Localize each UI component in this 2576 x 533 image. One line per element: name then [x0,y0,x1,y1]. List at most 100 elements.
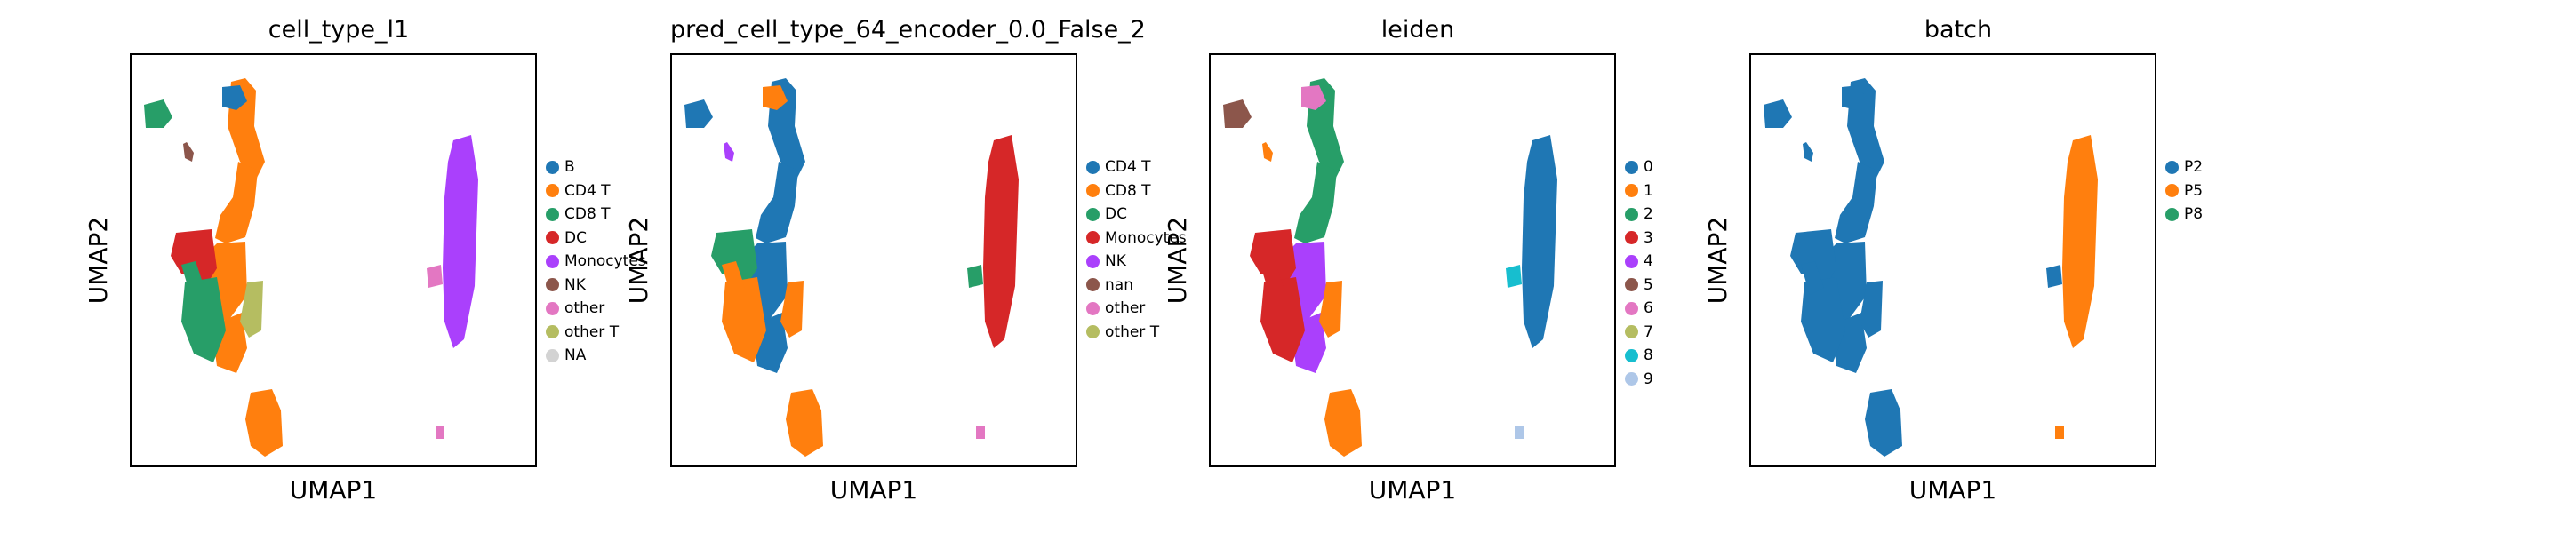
legend-label: other [1105,299,1146,318]
panel-title: leiden [1380,16,1455,44]
cluster-blob [786,389,823,457]
legend-label: 2 [1644,205,1653,224]
cluster-blob [171,229,217,282]
legend-label: other T [1105,322,1160,341]
legend-entry: 8 [1625,344,1653,368]
legend-label: NA [564,346,587,365]
cluster-blob [1790,229,1836,282]
legend-marker [1625,348,1638,362]
cluster-blob [245,389,283,457]
legend-entry: 4 [1625,250,1653,274]
legend-marker [546,207,559,221]
x-axis-label: UMAP1 [1908,475,1997,505]
legend-entry: NK [1086,250,1187,274]
legend-entry: CD4 T [1086,155,1187,179]
legend-entry: 1 [1625,179,1653,203]
cluster-blob [222,85,247,110]
legend-label: 6 [1644,299,1653,318]
legend-label: 5 [1644,275,1653,294]
x-axis-label: UMAP1 [1368,475,1457,505]
legend: P2 P5 P8 [2165,155,2203,227]
legend-marker [1625,254,1638,268]
cluster-blob [183,142,194,162]
legend-entry: 6 [1625,297,1653,321]
legend-marker [546,301,559,315]
cluster-blob [1301,85,1326,110]
legend-marker [1086,160,1100,174]
legend-entry: NK [546,274,646,298]
legend-marker [1625,231,1638,245]
legend-marker [546,348,559,362]
legend-entry: 5 [1625,274,1653,298]
umap-panel-4: batch UMAP1 UMAP2 P2 P5 P8 [1703,0,2292,533]
cluster-blob [1262,142,1273,162]
cluster-blob [1764,99,1792,128]
cluster-blob [756,162,798,243]
cluster-blob [427,265,443,288]
cluster-blob [1803,142,1813,162]
legend-label: CD8 T [564,205,611,224]
panel-title: cell_type_l1 [268,16,410,44]
cluster-blob [976,426,985,439]
panel-title: batch [1924,16,1993,44]
cluster-blob [763,85,788,110]
legend-label: P8 [2184,205,2204,224]
legend-marker [546,325,559,339]
legend-entry: nan [1086,274,1187,298]
umap-panel-1: cell_type_l1 UMAP1 UMAP2 B CD4 T CD8 T DC Mo… [84,0,672,533]
cluster-blob [1801,261,1824,295]
legend-label: B [564,158,575,177]
legend-entry: 2 [1625,203,1653,227]
legend-marker [1625,278,1638,292]
legend-marker [1086,278,1100,292]
legend-entry: DC [1086,203,1187,227]
cluster-blob [2062,135,2098,348]
legend-label: P2 [2184,158,2204,177]
legend-entry: CD4 T [546,179,646,203]
y-axis-label: UMAP2 [624,216,653,305]
cluster-blob [967,265,983,288]
cluster-blob [780,281,804,338]
legend-entry: CD8 T [1086,179,1187,203]
legend-marker [1625,207,1638,221]
legend-label: 1 [1644,181,1653,200]
legend-marker [1086,184,1100,198]
cluster-blob [181,261,204,295]
legend-entry: 0 [1625,155,1653,179]
legend-label: DC [1105,205,1127,224]
legend-label: other T [564,322,620,341]
scatter-plot [1764,78,2098,457]
legend-entry: other T [546,321,646,345]
legend-marker [1625,325,1638,339]
cluster-blob [2055,426,2064,439]
cluster-blob [1860,281,1883,338]
scatter-plot [144,78,478,457]
cluster-blob [1842,85,1867,110]
plot-area [670,53,1077,467]
legend-marker [546,254,559,268]
plot-area [1209,53,1616,467]
scatter-plot [684,78,1019,457]
cluster-blob [724,142,734,162]
legend: B CD4 T CD8 T DC Monocytes NK other other T NA [546,155,646,368]
plot-area [1749,53,2156,467]
cluster-blob [722,261,745,295]
legend-label: 7 [1644,322,1653,341]
cluster-blob [1294,162,1337,243]
cluster-blob [436,426,444,439]
legend-entry: 9 [1625,368,1653,392]
plot-area [130,53,537,467]
legend-label: nan [1105,275,1133,294]
cluster-blob [1250,229,1296,282]
legend-marker [1086,231,1100,245]
y-axis-label: UMAP2 [1703,216,1732,305]
cluster-blob [1835,162,1877,243]
panel-title: pred_cell_type_64_encoder_0.0_False_2 [670,16,1146,44]
legend-entry: 7 [1625,321,1653,345]
legend-marker [1625,184,1638,198]
legend-marker [1086,301,1100,315]
cluster-blob [1324,389,1362,457]
legend-marker [1625,372,1638,386]
legend-label: 3 [1644,228,1653,247]
legend-entry: P2 [2165,155,2203,179]
